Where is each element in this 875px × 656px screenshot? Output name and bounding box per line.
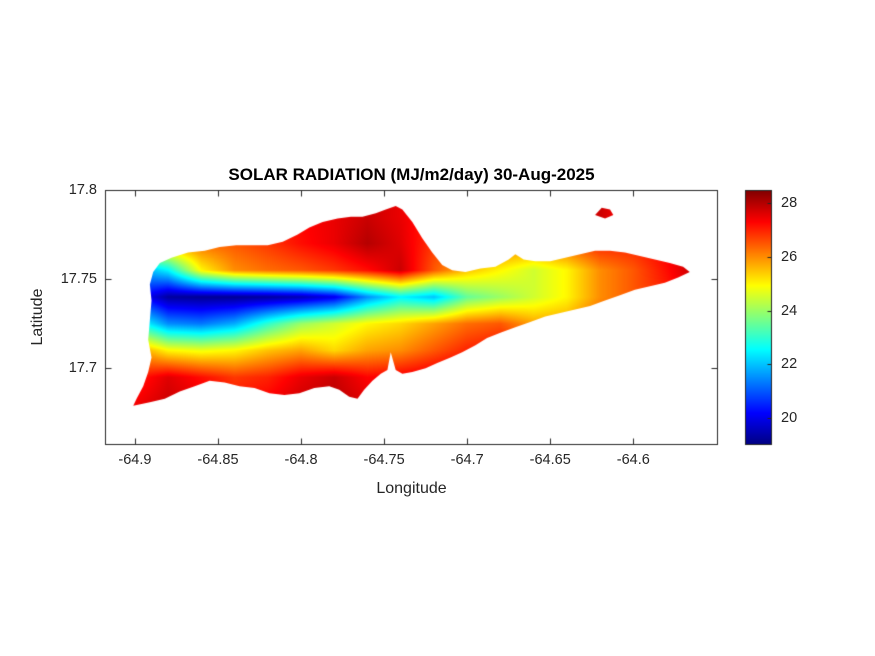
colorbar — [745, 190, 772, 445]
colorbar-tick-24: 24 — [781, 302, 798, 319]
y-axis-label: Latitude — [29, 288, 46, 346]
colorbar-tick-26: 26 — [781, 249, 798, 266]
x-tick--64.6: -64.6 — [616, 452, 650, 468]
x-tick--64.8: -64.8 — [284, 452, 318, 468]
y-tick-17.8: 17.8 — [68, 182, 97, 198]
x-tick--64.65: -64.65 — [529, 452, 571, 468]
x-tick--64.85: -64.85 — [197, 452, 239, 468]
colorbar-tick-22: 22 — [781, 356, 798, 373]
plot-area — [105, 190, 718, 445]
y-tick-17.75: 17.75 — [60, 271, 97, 288]
chart-title: SOLAR RADIATION (MJ/m2/day) 30-Aug-2025 — [228, 165, 595, 184]
x-tick--64.9: -64.9 — [118, 452, 152, 468]
y-tick-17.7: 17.7 — [68, 360, 97, 377]
colorbar-tick-28: 28 — [781, 195, 798, 212]
x-axis-label: Longitude — [376, 480, 447, 497]
x-tick--64.75: -64.75 — [363, 452, 405, 468]
x-tick--64.7: -64.7 — [450, 452, 484, 468]
colorbar-tick-20: 20 — [781, 410, 798, 427]
